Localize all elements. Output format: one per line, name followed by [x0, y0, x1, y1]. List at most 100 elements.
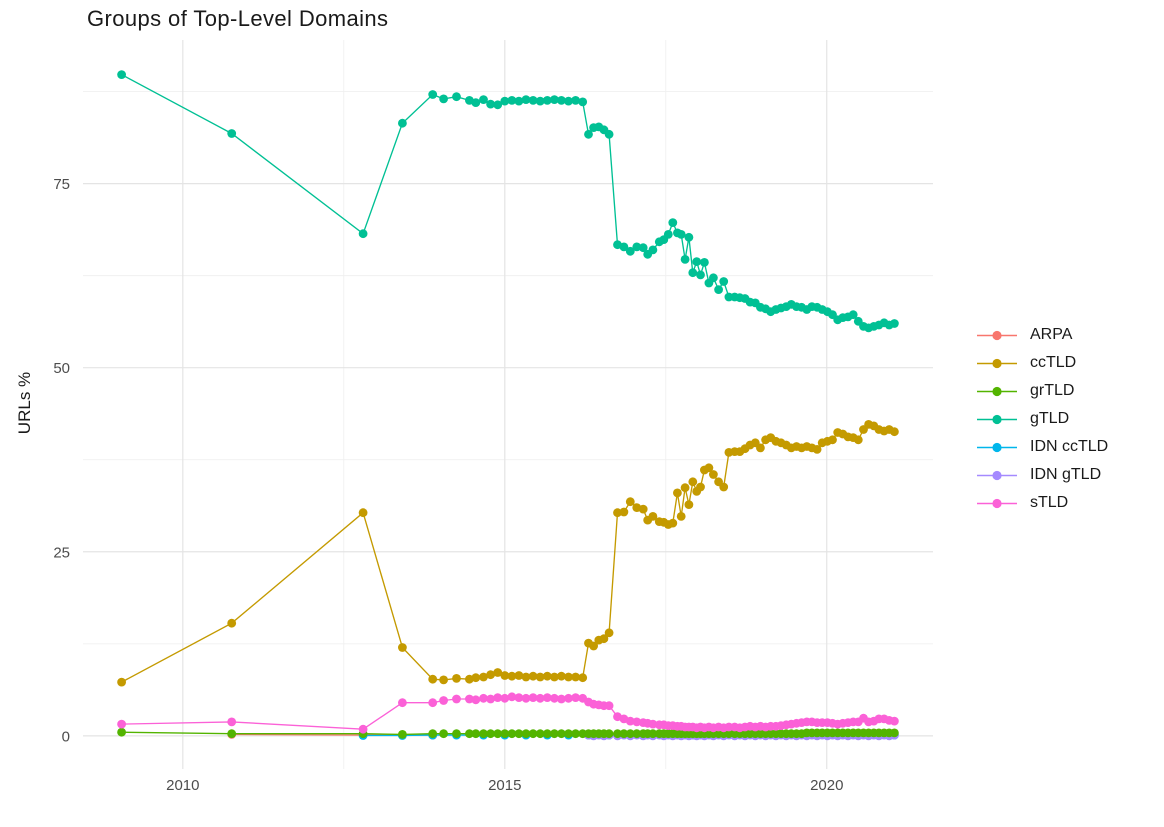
data-point	[673, 488, 682, 498]
legend-key-point	[992, 414, 1002, 424]
series-gtld-line	[121, 74, 895, 329]
data-point	[663, 230, 673, 239]
legend-key-icon	[977, 386, 1017, 396]
data-point	[514, 693, 524, 702]
data-point	[479, 693, 488, 703]
y-tick-label: 25	[53, 544, 70, 561]
legend-item-grtld: grTLD	[976, 377, 1108, 405]
data-point	[625, 497, 635, 507]
data-point	[507, 96, 517, 105]
data-point	[471, 673, 481, 683]
data-point	[542, 671, 552, 681]
legend-key-point	[992, 386, 1002, 396]
data-point	[853, 435, 863, 445]
data-point	[756, 443, 765, 453]
data-point	[117, 677, 126, 687]
data-point	[227, 717, 237, 727]
data-point	[428, 674, 438, 684]
axis-tick-labels: 0 25 50 75 2010 2015 2020	[53, 176, 843, 794]
data-point	[428, 698, 438, 708]
x-tick-label: 2020	[810, 777, 843, 794]
data-point	[521, 95, 531, 104]
y-tick-label: 75	[53, 176, 70, 193]
data-point	[564, 96, 573, 106]
data-point	[680, 255, 690, 264]
data-point	[500, 693, 510, 703]
data-point	[578, 97, 588, 107]
data-point	[514, 729, 524, 739]
data-point	[688, 477, 698, 487]
legend-key-point	[992, 442, 1002, 452]
data-point	[648, 512, 658, 521]
data-point	[500, 729, 510, 739]
data-point	[439, 696, 448, 705]
legend-item-stld: sTLD	[976, 489, 1108, 517]
x-tick-label: 2010	[166, 777, 199, 794]
data-point	[479, 729, 488, 739]
data-point	[521, 693, 531, 703]
data-point	[471, 98, 481, 107]
legend-label: IDN gTLD	[1030, 466, 1102, 483]
data-point	[696, 482, 705, 492]
data-point	[439, 729, 448, 739]
data-point	[890, 319, 899, 328]
data-point	[471, 695, 481, 705]
data-point	[571, 693, 580, 702]
data-point	[709, 470, 718, 479]
data-point	[471, 729, 481, 739]
data-point	[557, 96, 566, 105]
data-point	[684, 500, 694, 509]
data-point	[688, 268, 698, 278]
data-point	[632, 242, 642, 252]
legend-key-point	[992, 498, 1002, 508]
data-point	[117, 727, 126, 737]
data-point	[542, 693, 552, 702]
data-point	[557, 729, 566, 739]
data-point	[550, 95, 559, 104]
data-point	[890, 427, 899, 437]
data-point	[604, 729, 614, 739]
data-point	[439, 94, 448, 104]
data-point	[848, 310, 858, 320]
series-grtld	[117, 727, 899, 739]
data-point	[398, 698, 407, 708]
data-point	[550, 693, 559, 703]
data-point	[619, 507, 629, 517]
data-point	[676, 512, 686, 521]
data-point	[542, 96, 552, 105]
legend-key-icon	[977, 414, 1017, 424]
data-point	[564, 693, 573, 703]
data-point	[528, 96, 538, 105]
legend-key-icon	[977, 470, 1017, 480]
data-point	[521, 672, 531, 682]
legend-key-icon	[977, 498, 1017, 508]
legend-key-point	[992, 358, 1002, 368]
data-point	[571, 672, 580, 682]
legend-label: grTLD	[1030, 382, 1075, 399]
legend-label: gTLD	[1030, 410, 1070, 427]
data-point	[507, 729, 517, 739]
data-point	[465, 694, 474, 704]
data-point	[479, 95, 488, 104]
data-point	[452, 92, 461, 102]
legend-key-icon	[977, 358, 1017, 368]
data-point	[452, 694, 461, 704]
data-point	[604, 701, 614, 711]
data-point	[479, 672, 488, 682]
data-point	[719, 277, 729, 286]
data-point	[486, 670, 495, 680]
data-point	[890, 716, 899, 726]
data-point	[714, 285, 723, 294]
data-point	[358, 229, 368, 239]
data-point	[648, 719, 658, 729]
data-point	[521, 729, 531, 739]
data-point	[535, 96, 545, 106]
data-point	[564, 672, 573, 682]
data-point	[117, 719, 126, 729]
data-point	[550, 672, 559, 682]
data-point	[514, 96, 524, 106]
data-point	[428, 729, 438, 739]
data-point	[700, 258, 709, 267]
data-point	[493, 693, 503, 702]
